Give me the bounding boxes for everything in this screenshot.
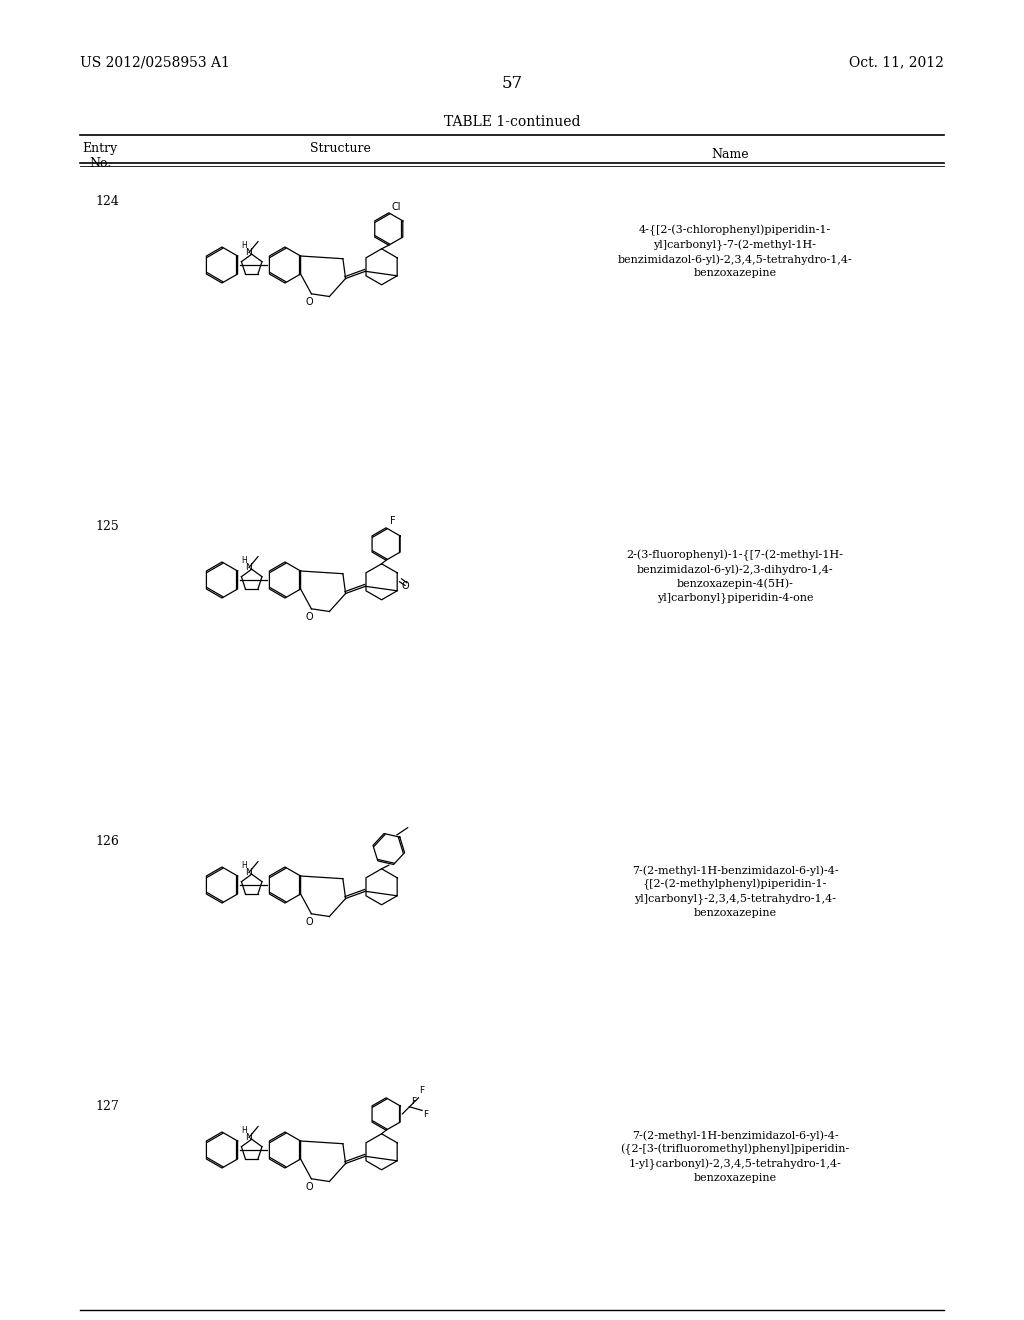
Text: O: O [305, 612, 313, 622]
Text: Cl: Cl [391, 202, 400, 211]
Text: 2-(3-fluorophenyl)-1-{[7-(2-methyl-1H-
benzimidazol-6-yl)-2,3-dihydro-1,4-
benzo: 2-(3-fluorophenyl)-1-{[7-(2-methyl-1H- b… [627, 550, 844, 603]
Text: 4-{[2-(3-chlorophenyl)piperidin-1-
yl]carbonyl}-7-(2-methyl-1H-
benzimidazol-6-y: 4-{[2-(3-chlorophenyl)piperidin-1- yl]ca… [617, 224, 852, 279]
Text: O: O [401, 581, 409, 591]
Text: N: N [246, 248, 252, 257]
Text: 7-(2-methyl-1H-benzimidazol-6-yl)-4-
({2-[3-(trifluoromethyl)phenyl]piperidin-
1: 7-(2-methyl-1H-benzimidazol-6-yl)-4- ({2… [621, 1130, 850, 1183]
Text: TABLE 1-continued: TABLE 1-continued [443, 115, 581, 129]
Text: H: H [242, 240, 248, 249]
Text: 127: 127 [95, 1100, 119, 1113]
Text: F: F [419, 1086, 424, 1096]
Text: O: O [305, 297, 313, 306]
Text: H: H [242, 1126, 248, 1135]
Text: 124: 124 [95, 195, 119, 209]
Text: N: N [246, 562, 252, 572]
Text: 57: 57 [502, 75, 522, 92]
Text: 126: 126 [95, 836, 119, 847]
Text: H: H [242, 861, 248, 870]
Text: F: F [423, 1110, 428, 1119]
Text: N: N [246, 869, 252, 876]
Text: Oct. 11, 2012: Oct. 11, 2012 [849, 55, 944, 69]
Text: Structure: Structure [309, 143, 371, 154]
Text: O: O [305, 1181, 313, 1192]
Text: Name: Name [712, 148, 749, 161]
Text: F: F [390, 516, 396, 527]
Text: H: H [242, 556, 248, 565]
Text: O: O [305, 917, 313, 927]
Text: 7-(2-methyl-1H-benzimidazol-6-yl)-4-
{[2-(2-methylphenyl)piperidin-1-
yl]carbony: 7-(2-methyl-1H-benzimidazol-6-yl)-4- {[2… [632, 865, 839, 917]
Text: F: F [411, 1097, 416, 1106]
Text: US 2012/0258953 A1: US 2012/0258953 A1 [80, 55, 229, 69]
Text: N: N [246, 1133, 252, 1142]
Text: 125: 125 [95, 520, 119, 533]
Text: Entry
No.: Entry No. [82, 143, 118, 170]
